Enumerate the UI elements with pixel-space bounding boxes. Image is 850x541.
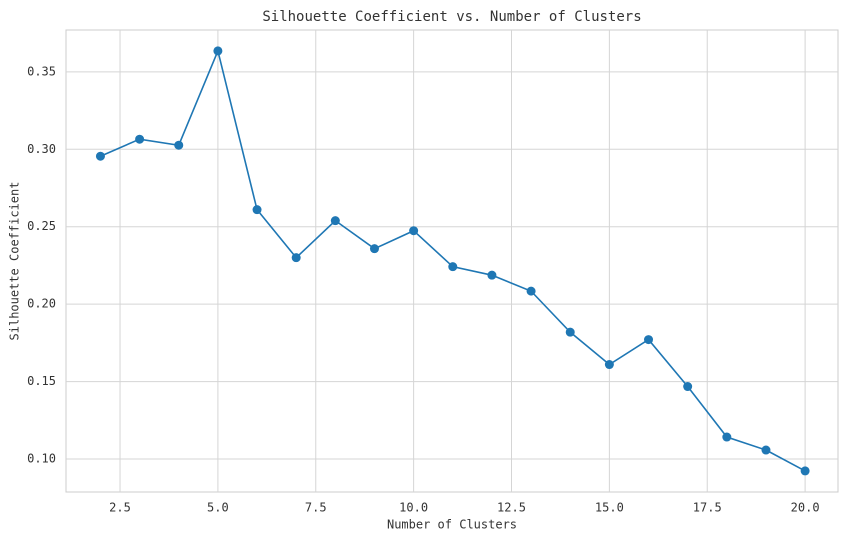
x-tick-label: 12.5 [497,501,526,515]
marker [252,205,262,215]
marker [604,360,614,370]
y-tick-label: 0.20 [27,297,56,311]
marker [565,327,575,337]
line [100,48,806,472]
marker [644,335,654,345]
marker [800,466,810,476]
marker [213,46,223,56]
y-tick-label: 0.30 [27,142,56,156]
marker [369,244,379,254]
marker [409,226,419,236]
marker [330,216,340,226]
marker [95,151,105,161]
marker [761,445,771,455]
y-tick-label: 0.15 [27,374,56,388]
chart-title: Silhouette Coefficient vs. Number of Clu… [262,9,641,25]
x-tick-label: 17.5 [693,501,722,515]
y-tick-label: 0.25 [27,219,56,233]
x-tick-label: 10.0 [399,501,428,515]
y-axis-label: Silhouette Coefficient [8,182,22,341]
marker [683,382,693,392]
marker [174,140,184,150]
plot-frame [65,29,839,493]
marker [722,432,732,442]
marker [291,253,301,263]
marker [135,134,145,144]
x-axis-label: Number of Clusters [387,518,517,532]
x-tick-label: 2.5 [109,501,131,515]
x-tick-label: 15.0 [595,501,624,515]
y-tick-label: 0.10 [27,452,56,466]
marker [448,262,458,272]
marker [487,270,497,280]
x-tick-label: 7.5 [305,501,327,515]
y-tick-label: 0.35 [27,64,56,78]
x-tick-label: 5.0 [207,501,229,515]
marker [526,286,536,296]
x-tick-label: 20.0 [791,501,820,515]
